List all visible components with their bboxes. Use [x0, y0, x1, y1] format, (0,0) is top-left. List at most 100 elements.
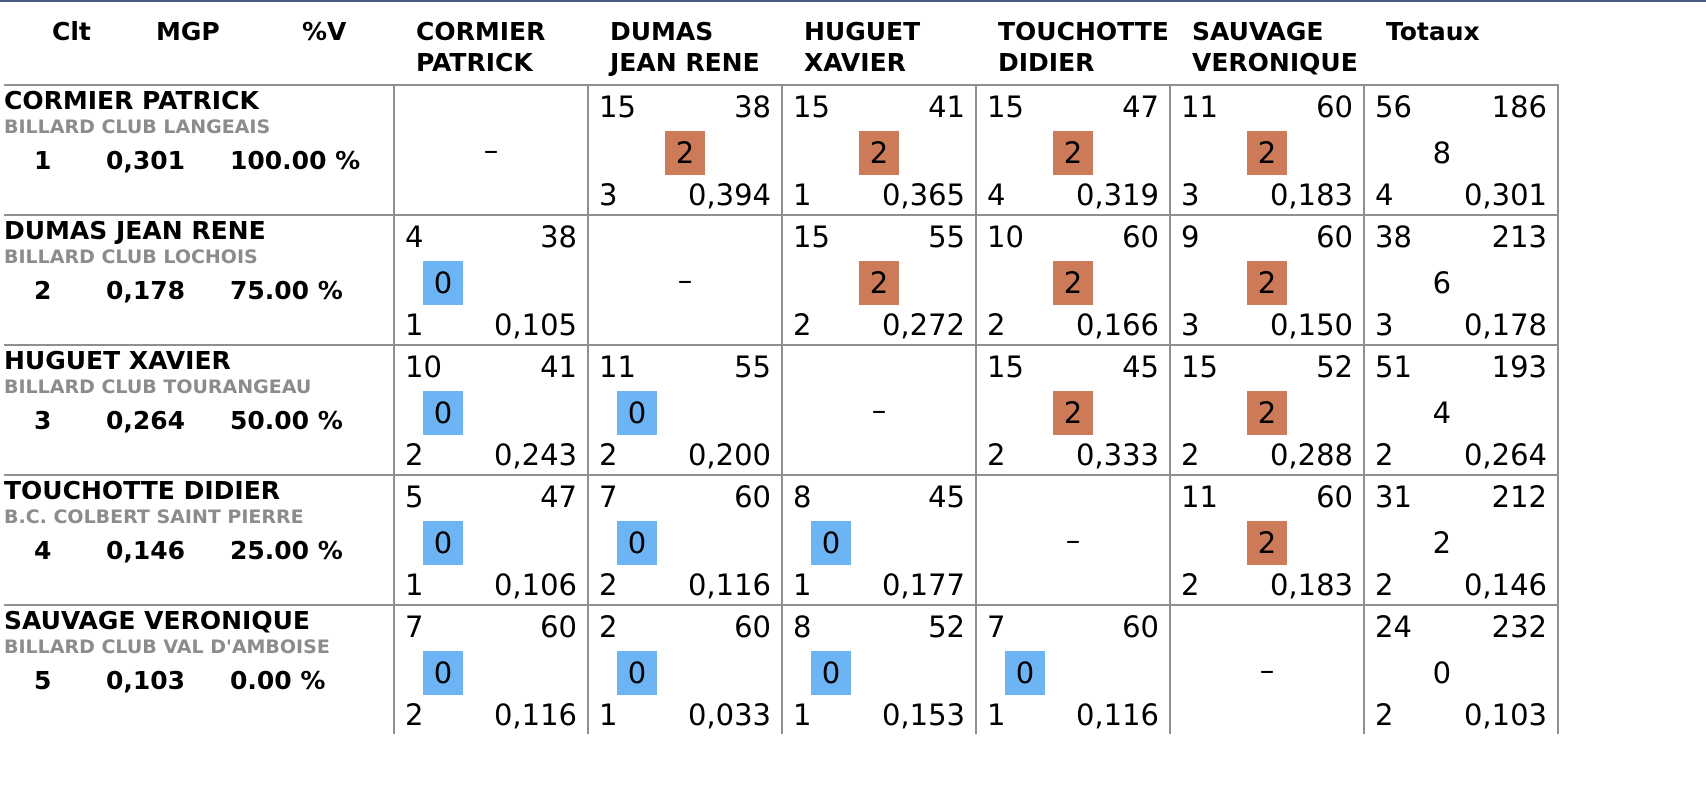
match-points: 8	[793, 480, 812, 514]
match-cell: 11 60 2 3 0,183	[1169, 84, 1365, 215]
match-score-win: 2	[859, 261, 899, 305]
match-innings: 60	[1316, 90, 1353, 124]
player-rank: 1	[34, 146, 52, 175]
match-innings: 55	[928, 220, 965, 254]
match-points: 11	[1181, 480, 1218, 514]
total-match-points: 0	[1432, 656, 1452, 690]
cell-inner: 15 55 2 2 0,272	[783, 216, 975, 344]
match-innings: 47	[540, 480, 577, 514]
match-cell: 10 60 2 2 0,166	[975, 214, 1171, 345]
header-col-5-line2: VERONIQUE	[1192, 48, 1358, 77]
match-score-loss: 0	[617, 651, 657, 695]
total-average: 0,178	[1463, 308, 1547, 342]
player-name: DUMAS JEAN RENE	[4, 216, 266, 245]
cell-inner: –	[395, 86, 587, 214]
match-points: 10	[405, 350, 442, 384]
cell-inner: 11 60 2 2 0,183	[1171, 476, 1363, 604]
match-points: 15	[793, 90, 830, 124]
match-score-loss: 0	[1005, 651, 1045, 695]
total-match-points: 6	[1432, 266, 1452, 300]
header-col-5-line1: SAUVAGE	[1192, 17, 1324, 46]
total-best-serie: 2	[1375, 438, 1394, 472]
match-cell: 15 45 2 2 0,333	[975, 344, 1171, 475]
empty-match-cell: –	[393, 84, 589, 215]
total-match-points: 8	[1432, 136, 1452, 170]
empty-dash: –	[1065, 523, 1081, 557]
player-info: HUGUET XAVIER BILLARD CLUB TOURANGEAU 3 0,2…	[4, 344, 394, 475]
player-info: DUMAS JEAN RENE BILLARD CLUB LOCHOIS 2 0,17…	[4, 214, 394, 345]
match-average: 0,365	[881, 178, 965, 212]
match-score-loss: 0	[423, 261, 463, 305]
match-innings: 52	[928, 610, 965, 644]
header-pctv: %V	[302, 17, 347, 46]
match-best-serie: 2	[987, 438, 1006, 472]
match-score-win: 2	[859, 131, 899, 175]
player-win-pct: 25.00 %	[230, 536, 343, 565]
match-innings: 38	[540, 220, 577, 254]
match-best-serie: 1	[987, 698, 1006, 732]
player-win-pct: 75.00 %	[230, 276, 343, 305]
match-points: 4	[405, 220, 424, 254]
match-average: 0,153	[881, 698, 965, 732]
header-col-4-line1: TOUCHOTTE	[998, 17, 1169, 46]
header-col-1-line2: PATRICK	[416, 48, 533, 77]
match-score-loss: 0	[423, 391, 463, 435]
cell-inner: 56 186 8 4 0,301	[1365, 86, 1557, 214]
match-best-serie: 1	[793, 698, 812, 732]
top-border	[0, 0, 1706, 2]
match-best-serie: 2	[1181, 438, 1200, 472]
match-average: 0,243	[493, 438, 577, 472]
player-row: DUMAS JEAN RENE BILLARD CLUB LOCHOIS 2 0,17…	[4, 214, 1559, 345]
match-best-serie: 2	[405, 438, 424, 472]
match-best-serie: 1	[599, 698, 618, 732]
player-row: CORMIER PATRICK BILLARD CLUB LANGEAIS 1 0,3…	[4, 84, 1559, 215]
cell-inner: 10 41 0 2 0,243	[395, 346, 587, 474]
cell-inner: –	[589, 216, 781, 344]
match-average: 0,333	[1075, 438, 1159, 472]
match-score-win: 2	[1053, 391, 1093, 435]
cell-inner: 4 38 0 1 0,105	[395, 216, 587, 344]
match-innings: 45	[1122, 350, 1159, 384]
cell-inner: 9 60 2 3 0,150	[1171, 216, 1363, 344]
player-mgp: 0,178	[106, 276, 186, 305]
match-average: 0,033	[687, 698, 771, 732]
cell-inner: 15 38 2 3 0,394	[589, 86, 781, 214]
grid-body: CORMIER PATRICK BILLARD CLUB LANGEAIS 1 0,3…	[4, 84, 1559, 734]
total-points: 51	[1375, 350, 1412, 384]
match-best-serie: 3	[599, 178, 618, 212]
match-average: 0,116	[687, 568, 771, 602]
header-col-5: SAUVAGE VERONIQUE	[1170, 4, 1364, 85]
match-innings: 60	[1122, 610, 1159, 644]
player-club: BILLARD CLUB LANGEAIS	[4, 116, 271, 138]
match-average: 0,288	[1269, 438, 1353, 472]
match-innings: 38	[734, 90, 771, 124]
header-info: Clt MGP %V	[4, 4, 394, 85]
empty-dash: –	[1259, 653, 1275, 687]
header-col-2-line2: JEAN RENE	[610, 48, 760, 77]
match-best-serie: 2	[599, 438, 618, 472]
player-row: HUGUET XAVIER BILLARD CLUB TOURANGEAU 3 0,2…	[4, 344, 1559, 475]
total-best-serie: 3	[1375, 308, 1394, 342]
match-points: 2	[599, 610, 618, 644]
player-stats: 2 0,178 75.00 %	[4, 270, 393, 310]
match-innings: 47	[1122, 90, 1159, 124]
match-score-win: 2	[1247, 391, 1287, 435]
match-best-serie: 2	[793, 308, 812, 342]
match-points: 9	[1181, 220, 1200, 254]
match-average: 0,272	[881, 308, 965, 342]
total-points: 24	[1375, 610, 1412, 644]
player-row: SAUVAGE VERONIQUE BILLARD CLUB VAL D'AMBO…	[4, 604, 1559, 734]
cell-inner: 11 55 0 2 0,200	[589, 346, 781, 474]
totals-cell: 51 193 4 2 0,264	[1363, 344, 1559, 475]
cell-inner: –	[977, 476, 1169, 604]
match-best-serie: 2	[1181, 568, 1200, 602]
match-cell: 8 52 0 1 0,153	[781, 604, 977, 734]
match-cell: 7 60 0 1 0,116	[975, 604, 1171, 734]
match-points: 7	[599, 480, 618, 514]
match-score-loss: 0	[811, 651, 851, 695]
cell-inner: 10 60 2 2 0,166	[977, 216, 1169, 344]
header-col-3-line2: XAVIER	[804, 48, 906, 77]
empty-dash: –	[483, 133, 499, 167]
match-innings: 60	[540, 610, 577, 644]
match-points: 8	[793, 610, 812, 644]
